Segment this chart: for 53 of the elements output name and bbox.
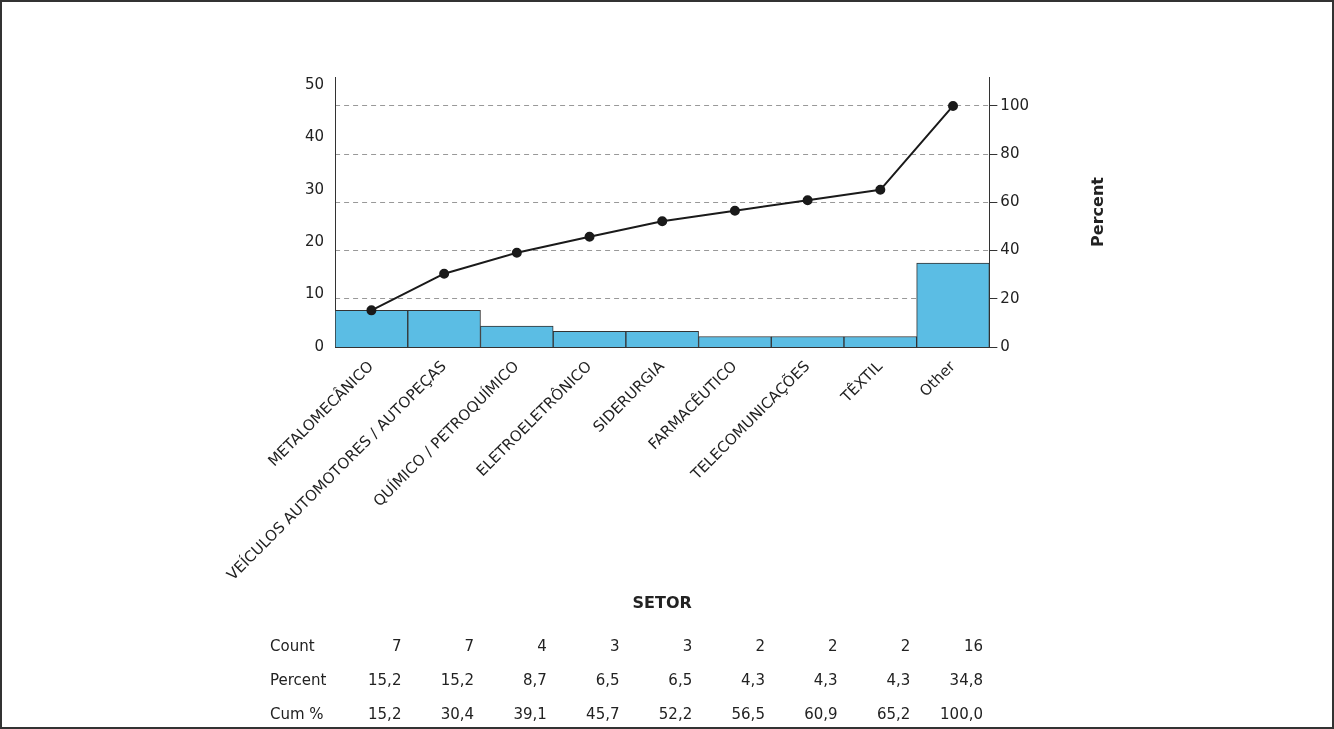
y2-axis-title: Percent — [1088, 176, 1108, 247]
data-label: 65,2 — [876, 704, 911, 723]
y2-tick-label: 0 — [1000, 336, 1010, 355]
point — [875, 184, 886, 195]
text: 15,2 — [368, 670, 402, 689]
y2-tick-label: 100 — [1000, 95, 1030, 114]
text: Cum % — [270, 704, 324, 723]
data-label: 15,2 — [368, 704, 402, 723]
point — [511, 247, 522, 258]
data-label: 56,5 — [731, 704, 765, 723]
text: 6,5 — [668, 670, 693, 689]
data-label: 3 — [682, 636, 693, 655]
y-tick-label: 50 — [304, 74, 325, 93]
y-tick-label: 0 — [314, 336, 325, 355]
point — [948, 100, 959, 111]
y2-tick-label: 40 — [1000, 240, 1020, 259]
text: 4,3 — [886, 670, 911, 689]
point — [584, 231, 595, 242]
data-label: 45,7 — [586, 704, 620, 723]
text: 4,3 — [741, 670, 765, 689]
data-label: 16 — [963, 636, 984, 655]
data-label: 52,2 — [658, 704, 693, 723]
x-axis-title: SETOR — [632, 592, 692, 612]
point — [439, 268, 450, 279]
y-tick-label: 10 — [304, 284, 325, 303]
text: 8,7 — [522, 670, 547, 689]
y-tick-label: 20 — [304, 232, 325, 251]
data-label: 7 — [391, 636, 402, 655]
point — [366, 305, 377, 316]
text: 6,5 — [595, 670, 620, 689]
text: Percent — [270, 670, 327, 689]
text: 15,2 — [440, 670, 475, 689]
text: 34,8 — [949, 670, 984, 689]
data-label: 2 — [900, 636, 911, 655]
y2-tick-label: 80 — [1000, 144, 1020, 163]
data-label: 2 — [828, 636, 838, 655]
y2-tick-label: 20 — [1000, 288, 1020, 307]
data-label: 39,1 — [513, 704, 547, 723]
text: Count — [270, 636, 315, 655]
data-label: 3 — [609, 636, 620, 655]
data-label: 30,4 — [440, 704, 475, 723]
data-label: 2 — [755, 636, 765, 655]
y2-tick-label: 60 — [1000, 192, 1020, 211]
data-label: 4 — [537, 636, 547, 655]
data-label: 100,0 — [940, 704, 984, 723]
point — [729, 205, 740, 216]
point — [657, 216, 668, 227]
y-tick-label: 40 — [304, 127, 325, 146]
y-tick-label: 30 — [304, 179, 325, 198]
text: 4,3 — [813, 670, 838, 689]
point — [802, 195, 813, 206]
data-label: 60,9 — [804, 704, 838, 723]
data-label: 7 — [464, 636, 475, 655]
